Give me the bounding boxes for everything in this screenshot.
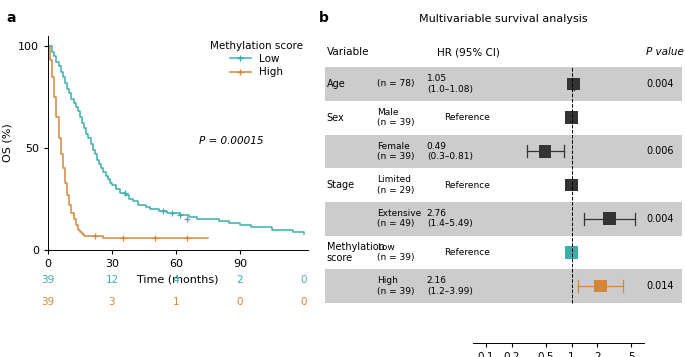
Text: Age: Age <box>327 79 345 89</box>
Text: 12: 12 <box>105 275 119 285</box>
Text: 4: 4 <box>173 275 179 285</box>
Text: Multivariable survival analysis: Multivariable survival analysis <box>419 14 588 24</box>
Text: 0.49
(0.3–0.81): 0.49 (0.3–0.81) <box>427 142 473 161</box>
Text: HR (95% CI): HR (95% CI) <box>437 47 500 57</box>
Y-axis label: OS (%): OS (%) <box>2 124 12 162</box>
Text: 2.76
(1.4–5.49): 2.76 (1.4–5.49) <box>427 209 473 228</box>
Text: 39: 39 <box>41 297 55 307</box>
Text: 0.014: 0.014 <box>646 281 673 291</box>
Text: P = 0.00015: P = 0.00015 <box>199 136 264 146</box>
Text: 3: 3 <box>109 297 115 307</box>
Text: High
(n = 39): High (n = 39) <box>377 276 414 296</box>
Text: 0.004: 0.004 <box>646 79 673 89</box>
Text: 0: 0 <box>301 275 308 285</box>
Text: 39: 39 <box>41 275 55 285</box>
Text: Methylation
score: Methylation score <box>327 242 384 263</box>
Text: 2: 2 <box>236 275 243 285</box>
Text: 0: 0 <box>301 297 308 307</box>
Text: Female
(n = 39): Female (n = 39) <box>377 142 414 161</box>
Text: 1.05
(1.0–1.08): 1.05 (1.0–1.08) <box>427 74 473 94</box>
Text: 2.16
(1.2–3.99): 2.16 (1.2–3.99) <box>427 276 473 296</box>
Text: (n = 78): (n = 78) <box>377 80 414 89</box>
Legend: Low, High: Low, High <box>210 41 303 77</box>
Text: Extensive
(n = 49): Extensive (n = 49) <box>377 209 421 228</box>
Text: Reference: Reference <box>444 113 490 122</box>
Text: b: b <box>319 11 328 25</box>
X-axis label: Time (months): Time (months) <box>138 275 219 285</box>
Text: Stage: Stage <box>327 180 355 190</box>
Text: 0.006: 0.006 <box>646 146 673 156</box>
Text: Reference: Reference <box>444 181 490 190</box>
Text: P value: P value <box>646 47 684 57</box>
Text: Sex: Sex <box>327 113 345 123</box>
Text: Male
(n = 39): Male (n = 39) <box>377 108 414 127</box>
Text: 0.004: 0.004 <box>646 214 673 224</box>
Text: Variable: Variable <box>327 47 369 57</box>
Text: a: a <box>7 11 16 25</box>
Text: Low
(n = 39): Low (n = 39) <box>377 243 414 262</box>
Text: Reference: Reference <box>444 248 490 257</box>
Text: 1: 1 <box>173 297 179 307</box>
Text: Limited
(n = 29): Limited (n = 29) <box>377 175 414 195</box>
Text: 0: 0 <box>237 297 243 307</box>
